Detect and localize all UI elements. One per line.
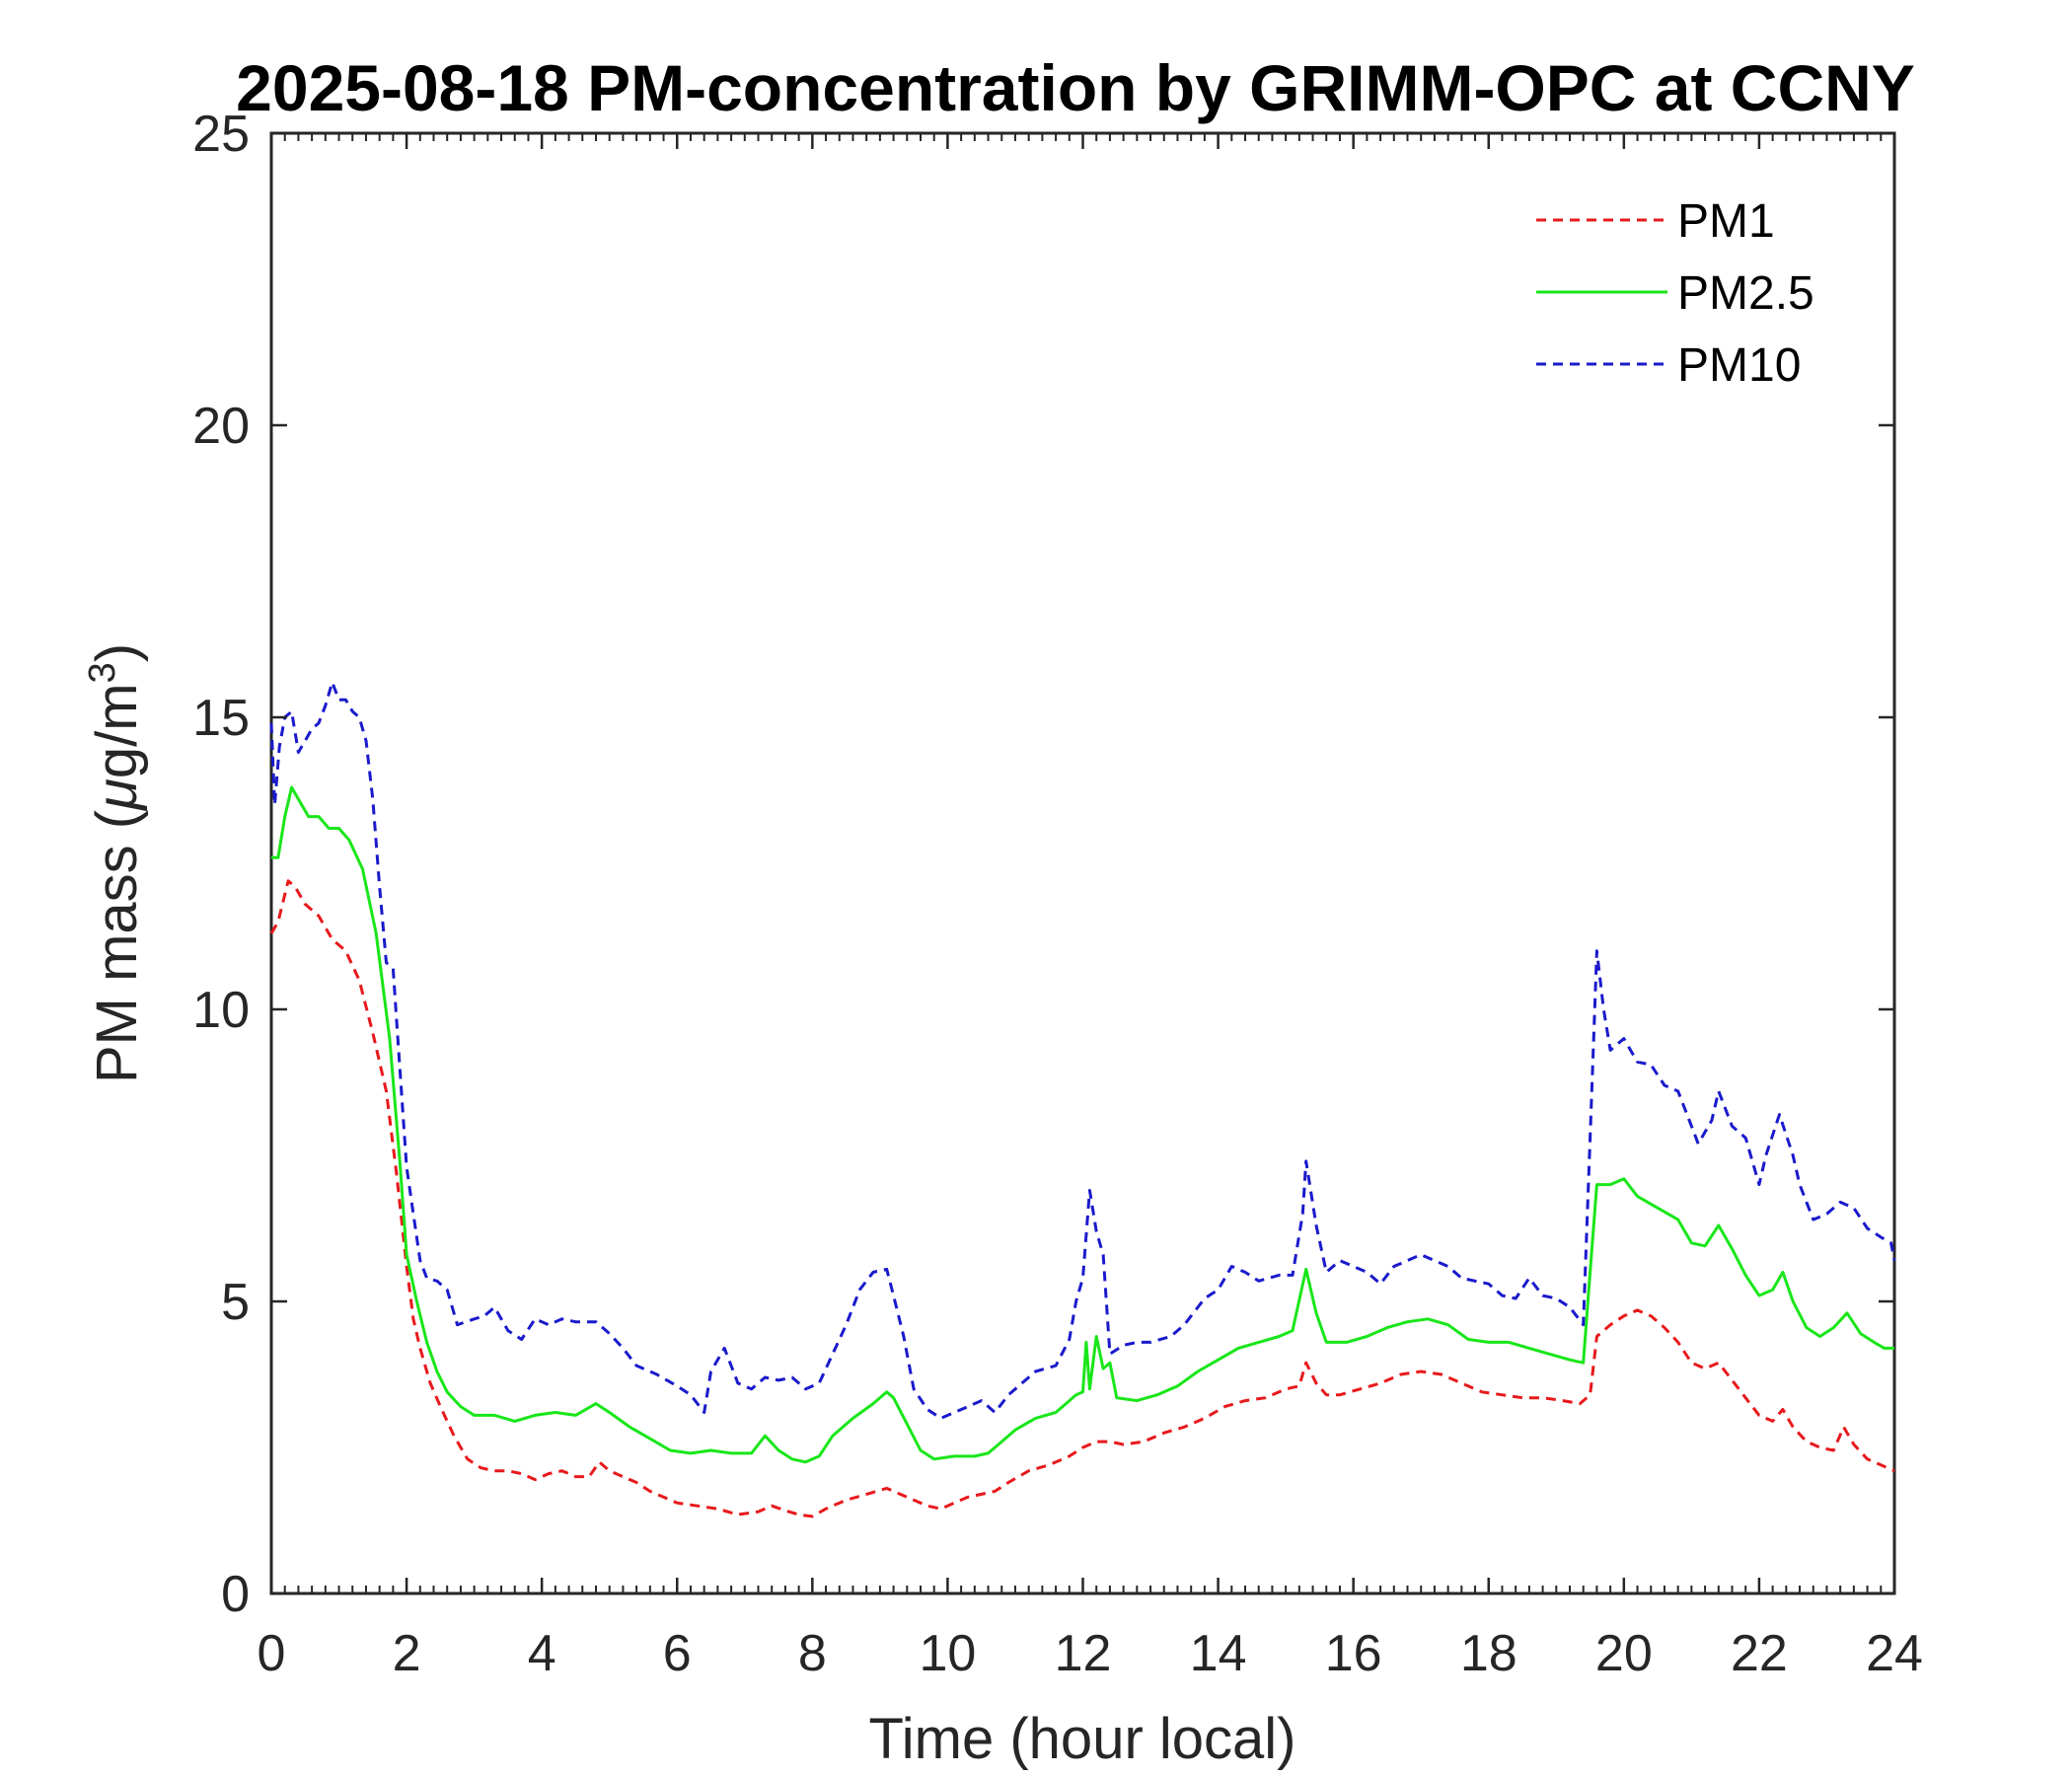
y-axis-label-mu: μ: [85, 778, 149, 812]
x-tick-label: 10: [919, 1625, 976, 1682]
y-axis-label-main: PM mass (: [85, 810, 149, 1083]
y-tick-label: 20: [192, 398, 250, 455]
tick-layer: [269, 131, 1896, 1595]
x-tick-label: 20: [1595, 1625, 1653, 1682]
x-tick-label: 14: [1190, 1625, 1247, 1682]
y-tick-label: 0: [221, 1566, 250, 1623]
series-line-pm2-5: [271, 785, 1894, 1464]
x-tick-label: 16: [1325, 1625, 1382, 1682]
y-axis-label-sup: 3: [82, 662, 123, 683]
y-tick-label: 25: [192, 106, 250, 163]
y-axis-label-unit: g/m: [85, 683, 149, 778]
x-tick-label: 8: [798, 1625, 827, 1682]
x-tick-label: 4: [528, 1625, 556, 1682]
x-axis-label: Time (hour local): [869, 1707, 1296, 1771]
series-line-pm1: [269, 879, 1895, 1518]
legend-label-pm2-5: PM2.5: [1677, 267, 1814, 320]
legend-label-pm1: PM1: [1677, 195, 1775, 248]
y-tick-labels: 0 5 10 15 20 25: [192, 106, 250, 1623]
x-tick-label: 24: [1866, 1625, 1923, 1682]
plot-area: [269, 131, 1896, 1595]
chart-title: 2025-08-18 PM-concentration by GRIMM-OPC…: [236, 51, 1915, 124]
legend: PM1 PM2.5 PM10: [1536, 195, 1814, 392]
x-tick-label: 12: [1055, 1625, 1112, 1682]
y-tick-label: 5: [221, 1274, 250, 1331]
series-layer: [269, 681, 1896, 1518]
x-tick-label: 22: [1731, 1625, 1788, 1682]
x-tick-label: 0: [258, 1625, 286, 1682]
x-tick-label: 18: [1460, 1625, 1517, 1682]
y-axis-label-close: ): [85, 643, 149, 662]
y-axis-label: PM mass (μg/m3): [82, 643, 149, 1083]
x-tick-label: 6: [663, 1625, 692, 1682]
y-tick-label: 15: [192, 690, 250, 747]
x-tick-label: 2: [393, 1625, 421, 1682]
y-tick-label: 10: [192, 982, 250, 1039]
legend-label-pm10: PM10: [1677, 339, 1801, 392]
series-line-pm10: [269, 681, 1896, 1420]
x-tick-labels: 0 2 4 6 8 10 12 14 16 18 20 22 24: [258, 1625, 1923, 1682]
